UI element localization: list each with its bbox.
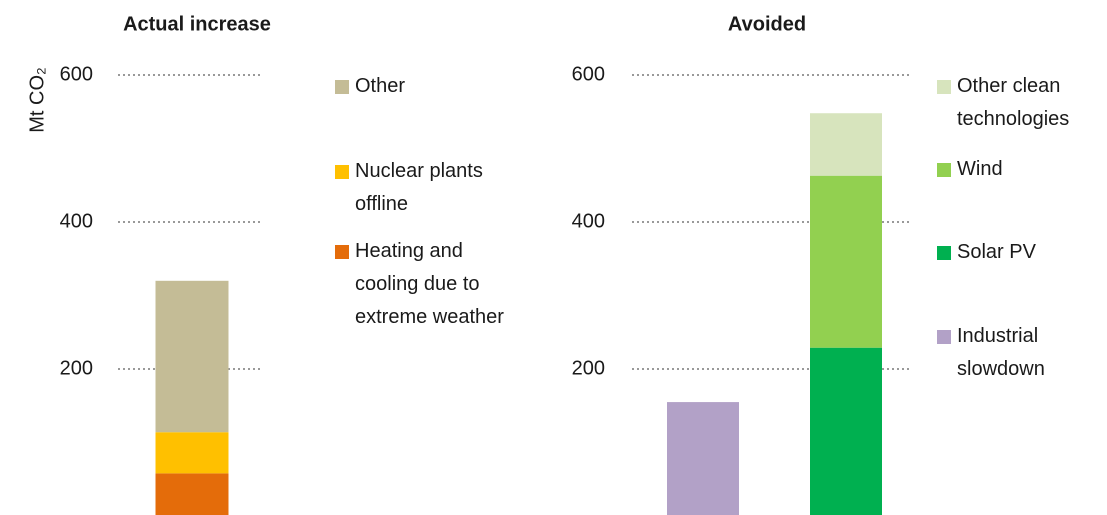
legend-item: Industrial slowdown [937,320,1107,386]
y-tick-label: 600 [572,63,605,85]
legend-swatch [937,80,951,94]
legend-swatch [937,246,951,260]
bar-segment [155,473,229,515]
legend-swatch [335,245,349,259]
legend-label: Heating and cooling due to extreme weath… [355,240,504,328]
legend-label: Nuclear plants offline [355,160,483,215]
bar-segment [810,175,882,348]
legend-item: Other [335,70,530,103]
bar-segment [810,347,882,515]
legend-label: Wind [957,158,1003,180]
y-axis-label: Mt CO₂ [26,67,48,133]
legend-item: Solar PV [937,236,1107,269]
bar-segment [155,280,229,433]
y-tick-label: 600 [60,63,93,85]
legend-item: Other clean technologies [937,70,1107,136]
legend-label: Other clean technologies [957,75,1070,130]
y-tick-label: 200 [60,357,93,379]
legend-label: Solar PV [957,241,1036,263]
legend-item: Wind [937,153,1107,186]
chart-title: Avoided [728,13,806,35]
legend-swatch [335,165,349,179]
legend-item: Nuclear plants offline [335,155,530,221]
chart-title: Actual increase [123,13,271,35]
bar-segment [667,402,739,515]
y-tick-label: 400 [572,210,605,232]
legend-swatch [335,80,349,94]
bar-segment [155,432,229,474]
legend-swatch [937,330,951,344]
legend-item: Heating and cooling due to extreme weath… [335,235,530,334]
bar-segment [810,113,882,176]
legend-label: Industrial slowdown [957,325,1045,380]
y-tick-label: 400 [60,210,93,232]
y-tick-label: 200 [572,357,605,379]
legend-swatch [937,163,951,177]
legend-label: Other [355,75,406,97]
